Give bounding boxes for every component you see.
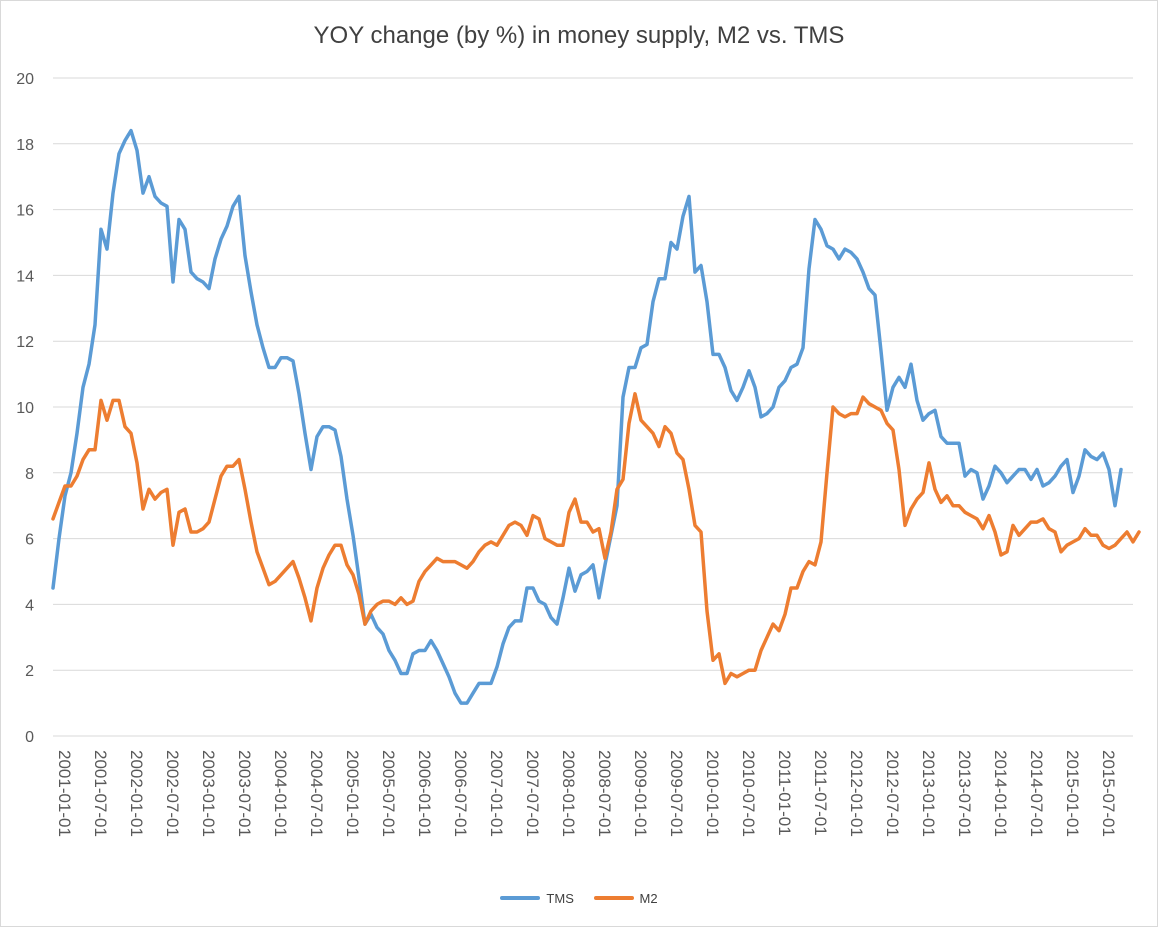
x-tick-label: 2009-07-01 (667, 750, 686, 837)
x-tick-label: 2001-01-01 (55, 750, 74, 837)
x-tick-label: 2013-01-01 (919, 750, 938, 837)
x-tick-label: 2012-01-01 (847, 750, 866, 837)
legend: TMS M2 (0, 888, 1158, 906)
y-tick-label: 20 (16, 71, 34, 88)
x-tick-label: 2008-07-01 (595, 750, 614, 837)
x-tick-label: 2004-01-01 (271, 750, 290, 837)
x-tick-label: 2015-01-01 (1063, 750, 1082, 837)
x-tick-label: 2003-07-01 (235, 750, 254, 837)
legend-label-tms: TMS (546, 890, 574, 906)
x-tick-label: 2014-01-01 (991, 750, 1010, 837)
x-tick-label: 2005-01-01 (343, 750, 362, 837)
x-tick-label: 2015-07-01 (1099, 750, 1118, 837)
legend-swatch-m2 (593, 896, 634, 900)
x-tick-label: 2009-01-01 (631, 750, 650, 837)
x-tick-label: 2004-07-01 (307, 750, 326, 837)
legend-item-tms: TMS (500, 890, 574, 906)
y-tick-label: 14 (16, 268, 34, 285)
x-tick-label: 2006-07-01 (451, 750, 470, 837)
legend-label-m2: M2 (639, 890, 658, 906)
x-tick-label: 2005-07-01 (379, 750, 398, 837)
x-tick-label: 2010-01-01 (703, 750, 722, 837)
y-tick-label: 10 (16, 400, 34, 417)
y-tick-label: 18 (16, 137, 34, 154)
chart-title: YOY change (by %) in money supply, M2 vs… (313, 22, 845, 49)
gridlines (53, 77, 1133, 737)
y-tick-label: 6 (25, 532, 34, 549)
series-line-tms (51, 128, 1123, 705)
y-tick-label: 8 (25, 466, 34, 483)
x-axis-ticks: 2001-01-01 2001-07-01 2002-01-01 2002-07-01… (55, 750, 1118, 837)
x-tick-label: 2002-07-01 (163, 750, 182, 837)
x-tick-label: 2010-07-01 (739, 750, 758, 837)
x-tick-label: 2011-01-01 (775, 750, 794, 836)
legend-swatch-tms (500, 896, 541, 900)
x-tick-label: 2012-07-01 (883, 750, 902, 837)
series-line-m2 (51, 392, 1141, 686)
x-tick-label: 2011-07-01 (811, 750, 830, 836)
x-tick-label: 2001-07-01 (91, 750, 110, 837)
legend-item-m2: M2 (593, 890, 658, 906)
x-tick-label: 2014-07-01 (1027, 750, 1046, 837)
y-tick-label: 2 (25, 663, 34, 680)
x-tick-label: 2002-01-01 (127, 750, 146, 837)
y-tick-label: 16 (16, 203, 34, 220)
x-tick-label: 2007-01-01 (487, 750, 506, 837)
y-tick-label: 4 (25, 597, 34, 614)
x-tick-label: 2007-07-01 (523, 750, 542, 837)
x-tick-label: 2003-01-01 (199, 750, 218, 837)
y-tick-label: 12 (16, 334, 34, 351)
x-tick-label: 2006-01-01 (415, 750, 434, 837)
y-axis-ticks: 0 2 4 6 8 10 12 14 16 18 20 (16, 71, 34, 746)
y-tick-label: 0 (25, 729, 34, 746)
series-lines (51, 128, 1141, 705)
x-tick-label: 2013-07-01 (955, 750, 974, 837)
x-tick-label: 2008-01-01 (559, 750, 578, 837)
